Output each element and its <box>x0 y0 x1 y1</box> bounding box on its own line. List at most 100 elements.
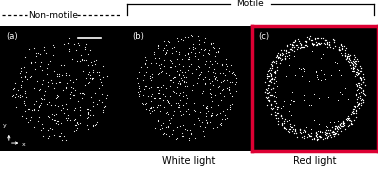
Point <box>279 116 285 119</box>
Point <box>352 62 358 65</box>
Point <box>18 69 24 72</box>
Point <box>282 57 288 60</box>
Point <box>280 104 286 107</box>
Point <box>98 80 104 83</box>
Point <box>329 130 335 133</box>
Point <box>188 63 194 66</box>
Point <box>200 104 206 107</box>
Point <box>277 53 283 56</box>
Point <box>161 106 167 109</box>
Point <box>186 47 192 49</box>
Point <box>265 103 271 106</box>
Point <box>338 124 344 127</box>
Point <box>299 46 305 49</box>
Point <box>209 113 215 116</box>
Text: (a): (a) <box>6 32 18 41</box>
Point <box>92 63 98 65</box>
Point <box>227 103 233 106</box>
Point <box>219 62 225 65</box>
Point <box>325 135 331 138</box>
Point <box>100 65 106 67</box>
Point <box>307 35 313 38</box>
Point <box>352 62 358 65</box>
Point <box>22 104 28 106</box>
Point <box>94 121 101 123</box>
Point <box>161 132 167 134</box>
Point <box>197 110 203 113</box>
Point <box>187 33 194 36</box>
Point <box>358 69 364 72</box>
Point <box>22 110 28 112</box>
Point <box>196 119 202 121</box>
Point <box>179 131 185 134</box>
Point <box>179 78 185 81</box>
Point <box>307 134 313 137</box>
Point <box>217 72 223 75</box>
Point <box>266 100 272 102</box>
Point <box>54 75 60 78</box>
Point <box>160 70 166 72</box>
Point <box>322 78 328 81</box>
Point <box>155 92 161 94</box>
Point <box>344 57 350 60</box>
Point <box>354 74 360 77</box>
Point <box>339 44 345 47</box>
Point <box>19 115 25 117</box>
Point <box>301 68 307 70</box>
Point <box>233 77 239 80</box>
Point <box>315 138 321 140</box>
Point <box>49 127 55 130</box>
Point <box>92 92 98 95</box>
Point <box>308 39 314 42</box>
Point <box>282 57 288 60</box>
Point <box>268 74 274 77</box>
Point <box>269 67 275 70</box>
Point <box>53 97 59 100</box>
Point <box>177 92 183 95</box>
Point <box>155 103 161 106</box>
Point <box>281 121 287 124</box>
Point <box>219 118 225 121</box>
Point <box>195 77 201 79</box>
Point <box>143 85 149 88</box>
Point <box>355 69 361 71</box>
Point <box>308 135 314 138</box>
Point <box>291 124 297 127</box>
Point <box>141 88 147 90</box>
Point <box>85 112 91 115</box>
Point <box>268 80 274 83</box>
Point <box>90 70 96 73</box>
Point <box>268 103 274 106</box>
Point <box>292 74 298 77</box>
Point <box>290 43 296 46</box>
Point <box>329 126 335 129</box>
Point <box>297 129 303 131</box>
Point <box>319 130 325 133</box>
Point <box>46 115 53 118</box>
Point <box>293 44 299 46</box>
Point <box>79 97 85 100</box>
Point <box>54 94 60 96</box>
Point <box>207 59 213 62</box>
Point <box>177 124 183 127</box>
Point <box>15 94 21 97</box>
Point <box>286 131 292 134</box>
Point <box>202 48 208 51</box>
Point <box>178 77 184 79</box>
Point <box>339 48 345 51</box>
Point <box>184 128 190 131</box>
Point <box>191 102 197 104</box>
Point <box>354 68 360 71</box>
Point <box>288 47 294 50</box>
Point <box>39 123 45 126</box>
Point <box>296 40 302 43</box>
Point <box>317 136 323 139</box>
Point <box>143 103 149 106</box>
Point <box>155 119 161 122</box>
Point <box>302 43 308 46</box>
Point <box>286 57 292 60</box>
Point <box>56 74 62 77</box>
Point <box>145 95 151 98</box>
Point <box>203 112 209 115</box>
Point <box>358 82 364 85</box>
